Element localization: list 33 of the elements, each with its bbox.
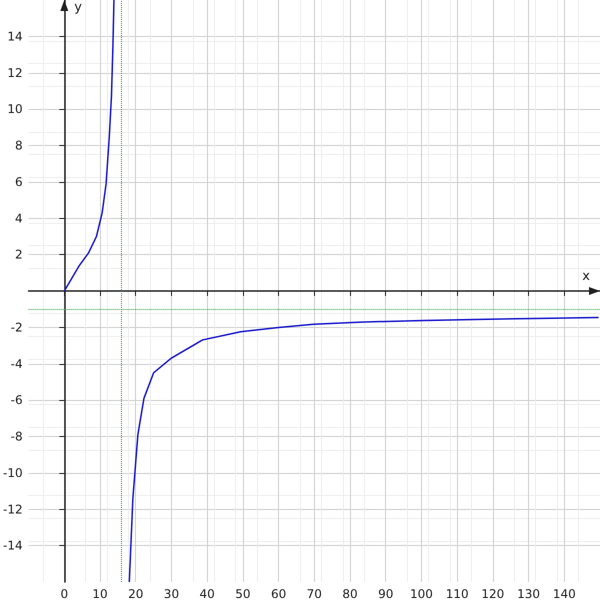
x-axis-title: x [582,269,590,284]
x-tick-label: 110 [446,587,469,600]
y-tick-label: 8 [14,138,23,152]
y-tick-label: -2 [10,320,23,334]
y-tick-label: -8 [10,430,23,444]
y-tick-label: -4 [10,356,23,371]
x-tick-label: 70 [306,587,322,600]
x-tick-label: 90 [378,587,394,600]
y-tick-label: -6 [10,393,23,408]
x-tick-label: 120 [481,587,504,600]
line-series [128,316,600,583]
x-tick-label: 50 [235,587,251,600]
x-tick-label: 10 [92,587,108,600]
x-tick-label: 140 [552,587,576,600]
y-tick-label: -14 [2,538,23,553]
y-tick-label: 12 [7,66,23,80]
y-tick-label: 14 [7,29,23,44]
y-tick-label: -10 [2,466,23,480]
x-tick-label: 100 [410,587,433,600]
x-tick-label: 60 [270,587,286,600]
y-tick-label: 10 [7,102,23,116]
y-axis-title: y [74,0,82,15]
y-tick-label: 4 [14,211,23,226]
x-tick-label: 130 [517,587,540,600]
x-tick-label: 80 [342,587,358,600]
x-tick-label: 30 [164,587,180,600]
x-tick-label: 0 [60,587,68,600]
line-series [64,0,115,292]
y-tick-label: -12 [2,502,23,516]
x-tick-label: 40 [200,587,215,600]
x-tick-label: 20 [128,587,144,600]
y-tick-label: 6 [14,174,23,189]
y-tick-label: 2 [14,248,23,262]
